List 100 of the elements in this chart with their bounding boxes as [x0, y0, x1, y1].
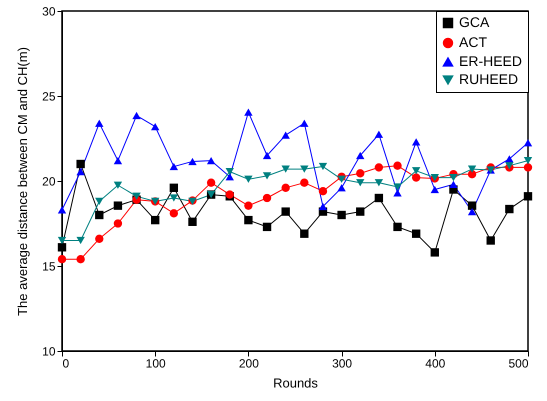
point [318, 162, 328, 170]
point [393, 189, 402, 197]
point [524, 139, 532, 146]
point [58, 255, 66, 264]
point [244, 201, 253, 210]
point [244, 108, 253, 116]
point [262, 152, 272, 160]
point [170, 162, 178, 170]
point [300, 230, 309, 238]
point [374, 130, 384, 138]
point [95, 120, 104, 127]
point [244, 216, 253, 224]
point [95, 210, 104, 220]
point [412, 230, 420, 238]
point [206, 178, 216, 187]
point [226, 168, 234, 176]
x-tick-label: 300 [332, 356, 352, 370]
point [468, 165, 476, 173]
point [95, 234, 104, 243]
point [356, 169, 364, 178]
point [262, 172, 272, 180]
point [132, 192, 141, 200]
y-tick-label: 30 [42, 4, 56, 18]
point [262, 222, 272, 232]
point [393, 183, 402, 191]
point [318, 187, 328, 196]
point [337, 210, 346, 220]
point [449, 180, 458, 188]
point [524, 156, 532, 164]
point [76, 236, 85, 244]
point [58, 206, 66, 214]
point [281, 165, 290, 173]
x-axis-title: Rounds [273, 376, 318, 390]
point [374, 194, 384, 202]
point [374, 179, 384, 186]
legend-label: GCA [459, 14, 490, 30]
point [337, 184, 346, 192]
point [76, 255, 85, 264]
point [170, 209, 178, 218]
point [206, 156, 216, 164]
point [300, 165, 309, 173]
x-tick-label: 100 [146, 356, 166, 370]
x-tick-label: 0 [62, 356, 70, 370]
point [188, 218, 197, 226]
point [170, 194, 178, 202]
point [114, 156, 122, 164]
point [151, 216, 160, 224]
point [76, 168, 85, 176]
point [281, 131, 290, 139]
y-tick-label: 15 [42, 260, 56, 274]
point [524, 192, 532, 200]
point [244, 176, 253, 183]
point [412, 173, 420, 182]
point [393, 222, 402, 232]
point [524, 163, 532, 172]
point [318, 202, 328, 210]
point [114, 219, 122, 228]
point [151, 122, 160, 130]
point [114, 182, 122, 189]
legend-label: ER-HEED [459, 53, 522, 69]
point [468, 170, 476, 178]
point [468, 201, 476, 210]
point [356, 152, 364, 160]
y-tick-label: 25 [42, 90, 56, 104]
point [262, 194, 272, 202]
point [505, 204, 514, 214]
point [430, 186, 439, 194]
point [449, 174, 458, 182]
y-tick-label: 10 [42, 344, 56, 358]
point [356, 179, 364, 186]
legend-label: ACT [459, 34, 488, 50]
point [430, 248, 439, 257]
point [468, 208, 476, 216]
x-tick-label: 500 [508, 356, 529, 370]
point [114, 201, 122, 210]
point [337, 176, 346, 183]
point [412, 138, 420, 146]
point [281, 184, 290, 192]
point [132, 112, 141, 120]
point [76, 160, 85, 168]
point [281, 207, 290, 216]
point [58, 243, 66, 252]
point [505, 162, 514, 170]
point [300, 120, 309, 127]
x-tick-label: 400 [425, 356, 446, 370]
point [393, 162, 402, 170]
point [374, 163, 384, 172]
x-tick-label: 200 [238, 356, 260, 370]
point [170, 184, 178, 192]
legend-label: RUHEED [459, 71, 518, 87]
point [226, 173, 234, 180]
point [300, 178, 309, 187]
point [58, 236, 66, 244]
point [95, 198, 104, 206]
y-tick-label: 20 [42, 174, 56, 188]
y-axis-title: The average distance between CM and CH(m) [15, 47, 30, 316]
point [356, 207, 364, 216]
point [188, 158, 197, 166]
point [412, 167, 420, 174]
point [486, 236, 495, 245]
